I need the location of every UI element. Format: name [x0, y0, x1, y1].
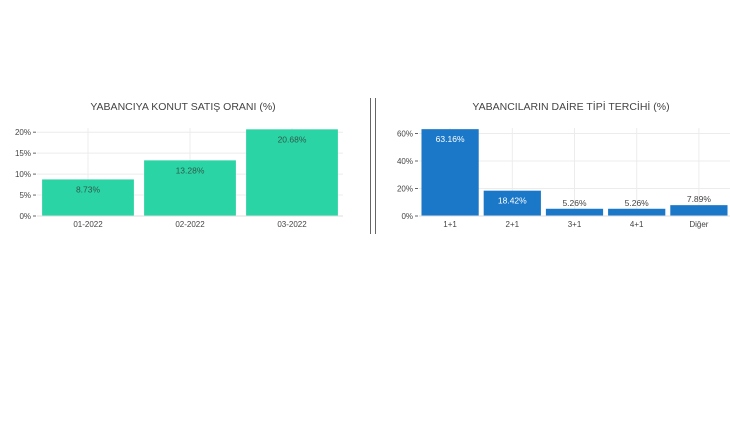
bar-01-2022 [42, 179, 134, 216]
x-tick-label: 2+1 [506, 220, 520, 229]
chart-title: YABANCIYA KONUT SATIŞ ORANI (%) [90, 101, 275, 113]
bar-02-2022 [144, 160, 236, 216]
data-label: 13.28% [176, 165, 205, 175]
x-tick-label: 02-2022 [175, 220, 205, 229]
x-tick-label: 03-2022 [277, 220, 307, 229]
y-tick-label: 0% [19, 212, 31, 221]
bar-03-2022 [246, 129, 338, 216]
y-tick-label: 60% [397, 130, 413, 139]
y-tick-label: 0% [401, 212, 413, 221]
bar-3+1 [545, 208, 604, 216]
chart-daire-tipi-tercihi: YABANCILARIN DAİRE TİPİ TERCİHİ (%) 0% 20%… [376, 0, 730, 420]
y-tick-label: 10% [15, 170, 31, 179]
data-label: 20.68% [278, 134, 307, 144]
y-tick-label: 5% [19, 191, 31, 200]
x-tick-label: 01-2022 [73, 220, 103, 229]
data-label: 63.16% [436, 134, 465, 144]
chart-konut-satis-orani: YABANCIYA KONUT SATIŞ ORANI (%) 0% 5% 10% 15… [15, 101, 343, 229]
bar-4+1 [608, 208, 666, 216]
chart-title: YABANCILARIN DAİRE TİPİ TERCİHİ (%) [472, 100, 669, 113]
y-tick-label: 15% [15, 149, 31, 158]
data-label: 18.42% [498, 196, 527, 206]
bar-1+1 [421, 129, 479, 216]
y-tick-label: 20% [15, 128, 31, 137]
x-tick-label: 3+1 [568, 220, 582, 229]
y-tick-label: 20% [397, 185, 413, 194]
x-tick-label: Diğer [689, 220, 708, 229]
y-tick-label: 40% [397, 157, 413, 166]
data-label: 5.26% [625, 198, 650, 208]
bar-Diğer [670, 205, 728, 216]
chart-svg-left: YABANCIYA KONUT SATIŞ ORANI (%) 0% 5% 10% 15… [15, 101, 343, 229]
x-tick-label: 1+1 [443, 220, 457, 229]
data-label: 7.89% [687, 194, 712, 204]
data-label: 5.26% [562, 198, 587, 208]
bar-2+1 [483, 190, 541, 216]
chart-divider [370, 98, 376, 234]
chart-svg-right: YABANCILARIN DAİRE TİPİ TERCİHİ (%) 0% 20%… [397, 100, 730, 229]
x-tick-label: 4+1 [630, 220, 644, 229]
data-label: 8.73% [76, 184, 101, 194]
